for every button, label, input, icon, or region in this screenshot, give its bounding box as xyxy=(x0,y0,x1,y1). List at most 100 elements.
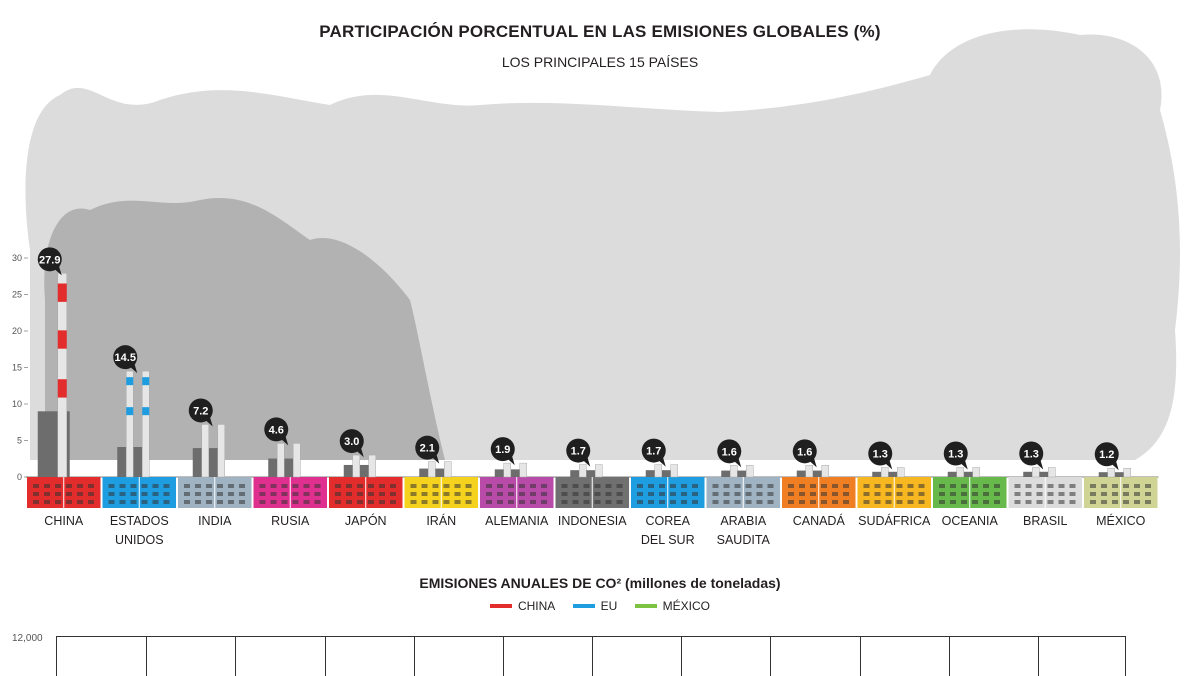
legend-label-eu: EU xyxy=(600,599,618,613)
factory-window xyxy=(1090,500,1096,504)
value-bubble-tail xyxy=(808,457,817,468)
factory-window xyxy=(410,484,417,488)
factory-window xyxy=(206,484,212,488)
factory-window xyxy=(66,500,72,504)
legend-label-china: CHINA xyxy=(517,599,556,613)
chimney-bar xyxy=(368,454,376,478)
factory-window xyxy=(918,484,925,488)
factory-window xyxy=(821,484,827,488)
factory-window xyxy=(530,500,536,504)
factory-window xyxy=(77,484,83,488)
factory-window xyxy=(648,500,654,504)
factory-window xyxy=(605,492,612,496)
line-chart-legend: CHINA EU MÉXICO xyxy=(0,599,1200,613)
factory-window xyxy=(810,484,816,488)
factory-window xyxy=(184,484,190,488)
factory-window xyxy=(767,500,774,504)
factory-window xyxy=(594,492,601,496)
factory-window xyxy=(357,484,363,488)
country-label: RUSIA xyxy=(271,514,310,528)
line-chart-gridline xyxy=(502,637,504,676)
factory-window xyxy=(184,492,190,496)
factory-window xyxy=(108,492,115,496)
factory-window xyxy=(1134,484,1140,488)
y-tick-label: 20 xyxy=(12,326,22,336)
factory-window xyxy=(77,492,83,496)
factory-window xyxy=(799,500,805,504)
line-chart-gridline xyxy=(859,637,861,676)
factory-window xyxy=(119,500,126,504)
factory-window xyxy=(443,500,450,504)
factory-window xyxy=(508,484,514,488)
factory-window xyxy=(832,500,838,504)
factory-window xyxy=(572,500,579,504)
factory-window xyxy=(314,484,321,488)
factory-window xyxy=(217,484,223,488)
factory-window xyxy=(184,500,190,504)
chimney-bar xyxy=(579,464,587,478)
country-label: INDONESIA xyxy=(558,514,627,528)
factory-window xyxy=(292,484,299,488)
factory-window xyxy=(335,500,341,504)
chimney-bars xyxy=(37,273,1131,478)
factory-window xyxy=(616,484,623,488)
factory-window xyxy=(1014,484,1021,488)
factory-window xyxy=(950,492,956,496)
factory-window xyxy=(1058,492,1065,496)
factory-window xyxy=(195,500,201,504)
factory-window xyxy=(961,484,967,488)
factory-window xyxy=(821,500,827,504)
factory-window xyxy=(44,492,50,496)
factory-window xyxy=(950,484,956,488)
factory-window xyxy=(874,500,881,504)
emissions-share-chart: 0 5 10 15 20 25 30 27.9 14.5 7.2 4.6 3.0 2.1 1.9 1.7 1… xyxy=(12,29,1180,547)
factory-window xyxy=(939,484,945,488)
chimney-stripe xyxy=(57,330,67,349)
chimney-bar xyxy=(805,465,813,478)
factory-window xyxy=(368,484,374,488)
legend-item-mexico: MÉXICO xyxy=(634,599,710,613)
factory-window xyxy=(88,492,94,496)
factory-window xyxy=(432,484,439,488)
value-label: 1.9 xyxy=(495,444,510,456)
factory-window xyxy=(228,492,234,496)
factory-window xyxy=(692,492,698,496)
factory-window xyxy=(637,492,643,496)
factory-window xyxy=(1014,492,1021,496)
factory-window xyxy=(983,500,989,504)
factory-window xyxy=(519,484,525,488)
factory-window xyxy=(163,484,170,488)
factory-window xyxy=(88,500,94,504)
factory-window xyxy=(734,492,741,496)
factory-window xyxy=(572,492,579,496)
factory-window xyxy=(670,492,676,496)
factory-window xyxy=(1101,484,1107,488)
factory-window xyxy=(821,492,827,496)
value-bubble xyxy=(792,439,817,464)
country-label: CANADÁ xyxy=(793,513,846,528)
factory-window xyxy=(357,492,363,496)
factory-window xyxy=(486,492,492,496)
factory-window xyxy=(1112,492,1118,496)
factory-window xyxy=(712,492,719,496)
factory-window xyxy=(390,492,396,496)
y-tick-label: 0 xyxy=(17,472,22,482)
chimney-bar xyxy=(428,461,436,478)
factory-window xyxy=(745,484,752,488)
factory-window xyxy=(659,484,665,488)
factory-window xyxy=(454,484,461,488)
factory-window xyxy=(572,484,579,488)
chimney-bar xyxy=(126,370,134,478)
factory-window xyxy=(152,484,159,488)
chimney-stripe xyxy=(142,377,150,386)
factory-window xyxy=(659,492,665,496)
chimney-bar xyxy=(201,424,209,478)
factory-window xyxy=(756,484,763,488)
factory-window xyxy=(55,484,61,488)
factory-window xyxy=(206,492,212,496)
factory-window xyxy=(108,484,115,488)
factory-window xyxy=(217,500,223,504)
country-label: COREA xyxy=(646,514,691,528)
country-label: INDIA xyxy=(198,514,232,528)
factory-window xyxy=(972,492,978,496)
